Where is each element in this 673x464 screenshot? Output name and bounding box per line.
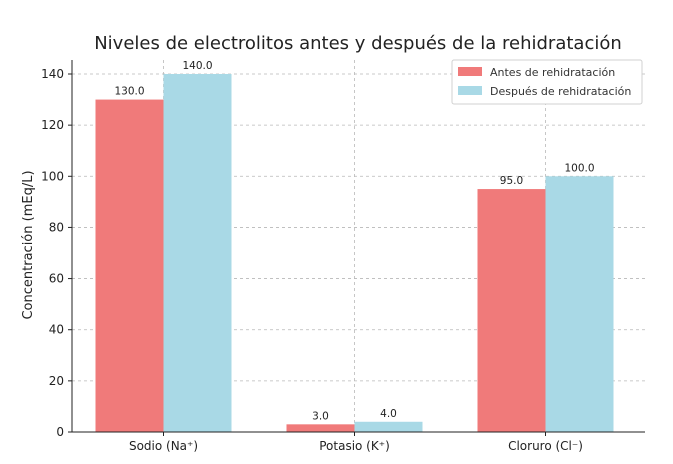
bar-despues-2	[545, 176, 614, 432]
data-label-despues-1: 4.0	[380, 408, 397, 420]
y-tick-label-60: 60	[49, 272, 64, 286]
y-tick-label-140: 140	[41, 67, 64, 81]
legend-swatch-despues	[458, 86, 482, 95]
legend-label-antes: Antes de rehidratación	[490, 66, 615, 79]
bar-antes-1	[286, 424, 355, 432]
data-label-antes-1: 3.0	[312, 410, 329, 422]
x-tick-label-2: Cloruro (Cl⁻)	[508, 439, 583, 453]
y-tick-label-40: 40	[49, 323, 64, 337]
chart-title: Niveles de electrolitos antes y después …	[94, 33, 622, 54]
bar-despues-0	[163, 74, 232, 432]
y-tick-label-0: 0	[56, 425, 64, 439]
x-tick-label-1: Potasio (K⁺)	[319, 439, 390, 453]
y-tick-label-80: 80	[49, 220, 64, 234]
bar-despues-1	[354, 421, 423, 432]
y-tick-label-100: 100	[41, 169, 64, 183]
y-tick-label-120: 120	[41, 118, 64, 132]
legend-frame	[451, 59, 643, 105]
data-label-despues-0: 140.0	[182, 60, 212, 72]
legend: Antes de rehidratación Después de rehidr…	[451, 59, 643, 105]
y-tick-label-20: 20	[49, 374, 64, 388]
x-tick-label-0: Sodio (Na⁺)	[129, 439, 198, 453]
data-label-despues-2: 100.0	[564, 162, 594, 174]
bars-layer	[95, 74, 614, 433]
legend-swatch-antes	[458, 67, 482, 76]
labels-layer: 130.0 3.0 95.0 140.0 4.0 100.0	[114, 60, 594, 422]
bar-antes-0	[95, 99, 164, 433]
data-label-antes-0: 130.0	[114, 86, 144, 98]
axes-layer: 0 20 40 60 80 100 120 140 Sodio (Na⁺) Potasio (K⁺…	[41, 60, 645, 453]
legend-label-despues: Después de rehidratación	[490, 85, 631, 98]
y-axis-label: Concentración (mEq/L)	[21, 170, 36, 319]
bar-antes-2	[477, 189, 546, 432]
data-label-antes-2: 95.0	[500, 175, 523, 187]
